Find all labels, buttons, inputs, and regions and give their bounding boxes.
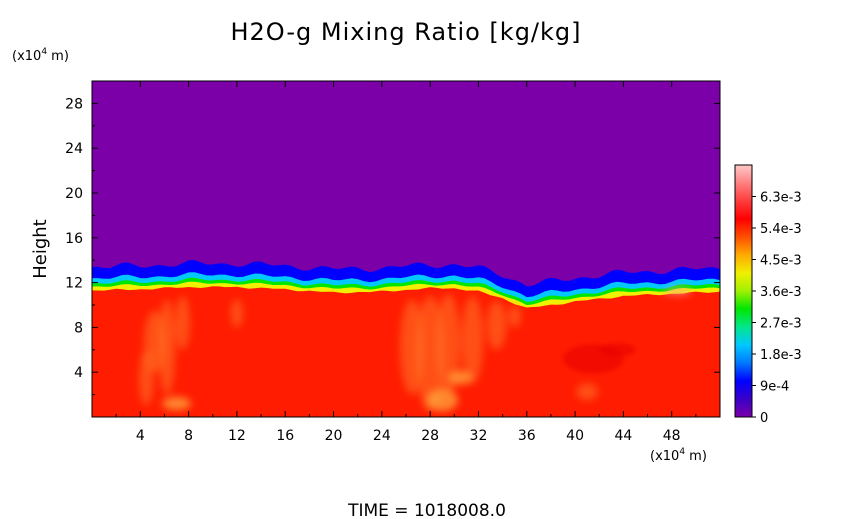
colorbar-label: 2.7e-3 bbox=[760, 317, 802, 332]
x-tick-label: 32 bbox=[470, 428, 488, 444]
y-axis-label: Height bbox=[30, 219, 51, 279]
y-tick-label: 4 bbox=[74, 365, 83, 381]
colorbar-label: 5.4e-3 bbox=[760, 222, 802, 237]
x-tick-label: 36 bbox=[518, 428, 536, 444]
plume-streak bbox=[461, 296, 484, 384]
y-tick-label: 24 bbox=[65, 141, 83, 157]
plume-streak bbox=[436, 293, 461, 395]
plume-streak bbox=[158, 299, 176, 395]
turbulent-plumes bbox=[139, 288, 692, 412]
y-ticks: 4 8 12 16 20 24 28 bbox=[65, 96, 720, 396]
colorbar-label: 3.6e-3 bbox=[760, 285, 802, 300]
y-units-label: (x104 m) bbox=[12, 47, 69, 64]
y-tick-label: 16 bbox=[65, 231, 83, 247]
x-tick-label: 4 bbox=[136, 428, 145, 444]
warm-core bbox=[448, 371, 473, 385]
pink-patch bbox=[663, 288, 692, 295]
x-tick-label: 16 bbox=[276, 428, 294, 444]
plume-streak bbox=[139, 349, 154, 406]
x-units-suffix: m) bbox=[685, 449, 707, 464]
x-tick-label: 28 bbox=[421, 428, 439, 444]
y-tick-label: 28 bbox=[65, 96, 83, 112]
x-tick-label: 48 bbox=[663, 428, 681, 444]
chart-title: H2O-g Mixing Ratio [kg/kg] bbox=[230, 18, 581, 46]
y-tick-label: 20 bbox=[65, 186, 83, 202]
x-tick-label: 40 bbox=[566, 428, 584, 444]
dark-patch bbox=[599, 343, 636, 357]
colorbar-label: 9e-4 bbox=[760, 380, 789, 395]
y-units-suffix: m) bbox=[47, 49, 69, 64]
x-units-prefix: (x10 bbox=[650, 449, 679, 464]
y-tick-label: 12 bbox=[65, 276, 83, 292]
plume-streak bbox=[486, 300, 507, 350]
warm-core bbox=[162, 396, 192, 411]
x-ticks: 4 8 12 16 20 24 28 32 36 40 44 48 bbox=[115, 81, 697, 444]
x-tick-label: 20 bbox=[325, 428, 343, 444]
plot-area bbox=[92, 81, 720, 417]
x-tick-label: 24 bbox=[373, 428, 391, 444]
colorbar-label: 1.8e-3 bbox=[760, 348, 802, 363]
x-tick-label: 12 bbox=[228, 428, 246, 444]
colorbar-label: 6.3e-3 bbox=[760, 191, 802, 206]
colorbar bbox=[734, 164, 753, 418]
dark-red-patches bbox=[563, 343, 636, 374]
colorbar-labels: 0 9e-4 1.8e-3 2.7e-3 3.6e-3 4.5e-3 5.4e-3 6.3e-… bbox=[752, 191, 802, 426]
colorbar-label: 4.5e-3 bbox=[760, 254, 802, 269]
x-units-label: (x104 m) bbox=[650, 447, 707, 464]
warm-core bbox=[426, 389, 458, 412]
x-tick-label: 44 bbox=[614, 428, 632, 444]
plume-streak bbox=[230, 299, 243, 328]
time-label: TIME = 1018008.0 bbox=[347, 501, 506, 519]
plume-streak bbox=[576, 383, 599, 401]
plume-streak bbox=[175, 296, 190, 350]
y-tick-label: 8 bbox=[74, 320, 83, 336]
colorbar-label: 0 bbox=[760, 411, 768, 426]
plume-streak bbox=[508, 305, 521, 328]
y-units-exp: 4 bbox=[41, 47, 47, 57]
x-units-exp: 4 bbox=[679, 447, 685, 457]
y-units-prefix: (x10 bbox=[12, 49, 41, 64]
x-tick-label: 8 bbox=[184, 428, 193, 444]
